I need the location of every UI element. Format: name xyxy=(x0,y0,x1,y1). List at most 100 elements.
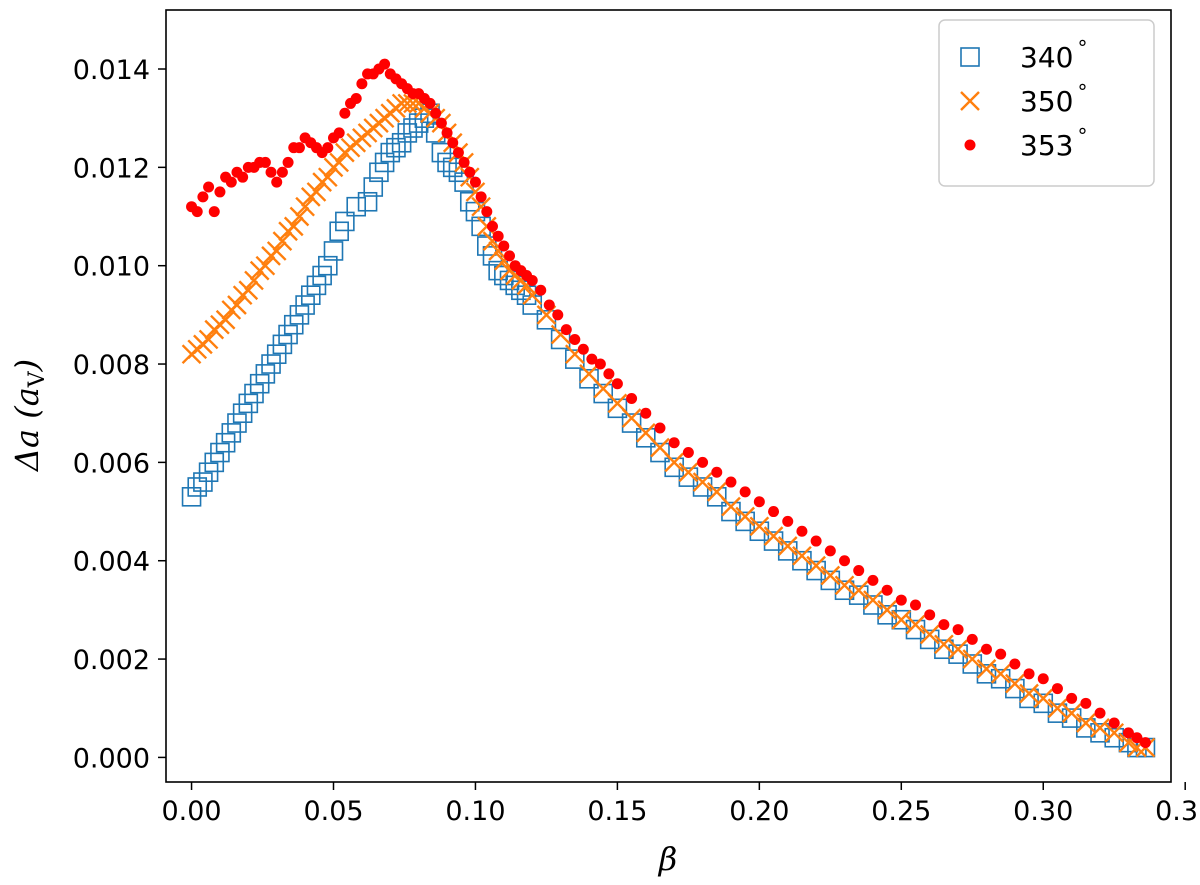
data-point xyxy=(579,368,599,389)
x-axis: 0.00 0.05 0.10 0.15 0.20 0.25 0.30 0.35 xyxy=(161,782,1200,827)
data-point xyxy=(227,413,247,433)
data-marks xyxy=(181,58,1156,758)
data-point xyxy=(249,373,270,394)
legend-box xyxy=(938,19,1155,187)
data-point xyxy=(881,584,893,596)
data-point xyxy=(430,107,442,119)
data-point xyxy=(1075,713,1096,733)
data-point xyxy=(464,166,476,178)
x-tick-label: 0.10 xyxy=(445,796,505,827)
data-point xyxy=(187,477,208,497)
data-point xyxy=(237,171,249,183)
data-point xyxy=(966,633,978,645)
data-point xyxy=(552,309,564,321)
data-point xyxy=(227,295,247,315)
y-tick-label: 0.008 xyxy=(73,350,150,381)
data-point xyxy=(1033,688,1054,709)
data-point xyxy=(255,255,276,276)
data-point xyxy=(577,343,589,355)
data-point xyxy=(725,476,737,488)
plot-frame xyxy=(165,9,1172,783)
data-point xyxy=(437,152,457,173)
data-point xyxy=(664,452,685,473)
data-point xyxy=(447,137,459,149)
data-point xyxy=(261,354,281,374)
data-point xyxy=(934,639,954,660)
data-point xyxy=(283,314,304,335)
data-point xyxy=(329,152,350,173)
data-point xyxy=(369,162,389,183)
data-point xyxy=(560,324,572,336)
data-point xyxy=(289,206,310,227)
data-point xyxy=(397,123,418,143)
legend-label-340: 340 ° xyxy=(1020,36,1087,74)
data-point xyxy=(198,462,219,483)
data-point xyxy=(806,555,826,576)
legend-marker-353 xyxy=(964,139,976,151)
data-point xyxy=(221,423,242,443)
data-point xyxy=(749,516,770,537)
data-point xyxy=(278,324,298,345)
data-point xyxy=(492,230,504,242)
data-point xyxy=(475,191,487,203)
x-tick-label: 0.20 xyxy=(729,796,789,827)
data-point xyxy=(650,442,670,463)
data-point xyxy=(877,600,897,620)
data-point xyxy=(535,284,547,296)
data-point xyxy=(654,422,666,434)
data-point xyxy=(265,166,277,178)
data-point xyxy=(607,398,628,419)
data-point xyxy=(1009,658,1021,670)
data-point xyxy=(543,299,555,311)
data-point xyxy=(1066,692,1078,704)
data-point xyxy=(1080,697,1092,709)
data-point xyxy=(1047,698,1068,719)
data-point xyxy=(948,639,968,660)
y-axis-label-close: ) xyxy=(8,359,46,372)
data-point xyxy=(586,353,598,365)
data-point xyxy=(1005,673,1025,694)
data-point xyxy=(203,181,215,193)
data-point xyxy=(346,196,367,217)
x-tick-label: 0.25 xyxy=(871,796,931,827)
legend-marker-340 xyxy=(960,47,980,67)
data-point xyxy=(739,486,751,498)
data-point xyxy=(839,555,851,567)
data-point xyxy=(980,643,992,655)
data-point xyxy=(863,590,883,610)
y-tick-label: 0.012 xyxy=(73,153,150,184)
x-tick-label: 0.15 xyxy=(587,796,647,827)
data-point xyxy=(995,648,1007,660)
x-tick-label: 0.05 xyxy=(303,796,363,827)
data-point xyxy=(356,78,368,90)
data-point xyxy=(452,147,464,159)
y-tick-label: 0.010 xyxy=(73,252,150,283)
data-point xyxy=(697,456,709,468)
data-point xyxy=(1019,688,1039,709)
data-point xyxy=(357,191,378,212)
data-point xyxy=(289,305,310,325)
data-point xyxy=(379,58,391,70)
data-point xyxy=(293,142,305,154)
data-point xyxy=(486,220,498,232)
data-point xyxy=(934,634,954,655)
data-point xyxy=(197,191,209,203)
data-point xyxy=(692,472,713,492)
data-point xyxy=(834,575,855,596)
data-point xyxy=(990,663,1011,684)
data-point xyxy=(526,274,538,286)
data-point xyxy=(1037,673,1049,685)
data-point xyxy=(244,383,264,404)
data-point xyxy=(255,364,276,384)
legend-marker-350 xyxy=(960,91,980,111)
x-axis-label: β xyxy=(658,840,678,878)
data-point xyxy=(323,241,344,261)
data-point xyxy=(1090,723,1110,743)
y-tick-label: 0.014 xyxy=(73,55,150,86)
data-point xyxy=(711,466,723,478)
y-tick-label: 0.002 xyxy=(73,645,150,676)
data-point xyxy=(820,565,841,586)
data-point xyxy=(603,368,615,380)
data-point xyxy=(1047,703,1068,723)
data-point xyxy=(424,97,436,109)
